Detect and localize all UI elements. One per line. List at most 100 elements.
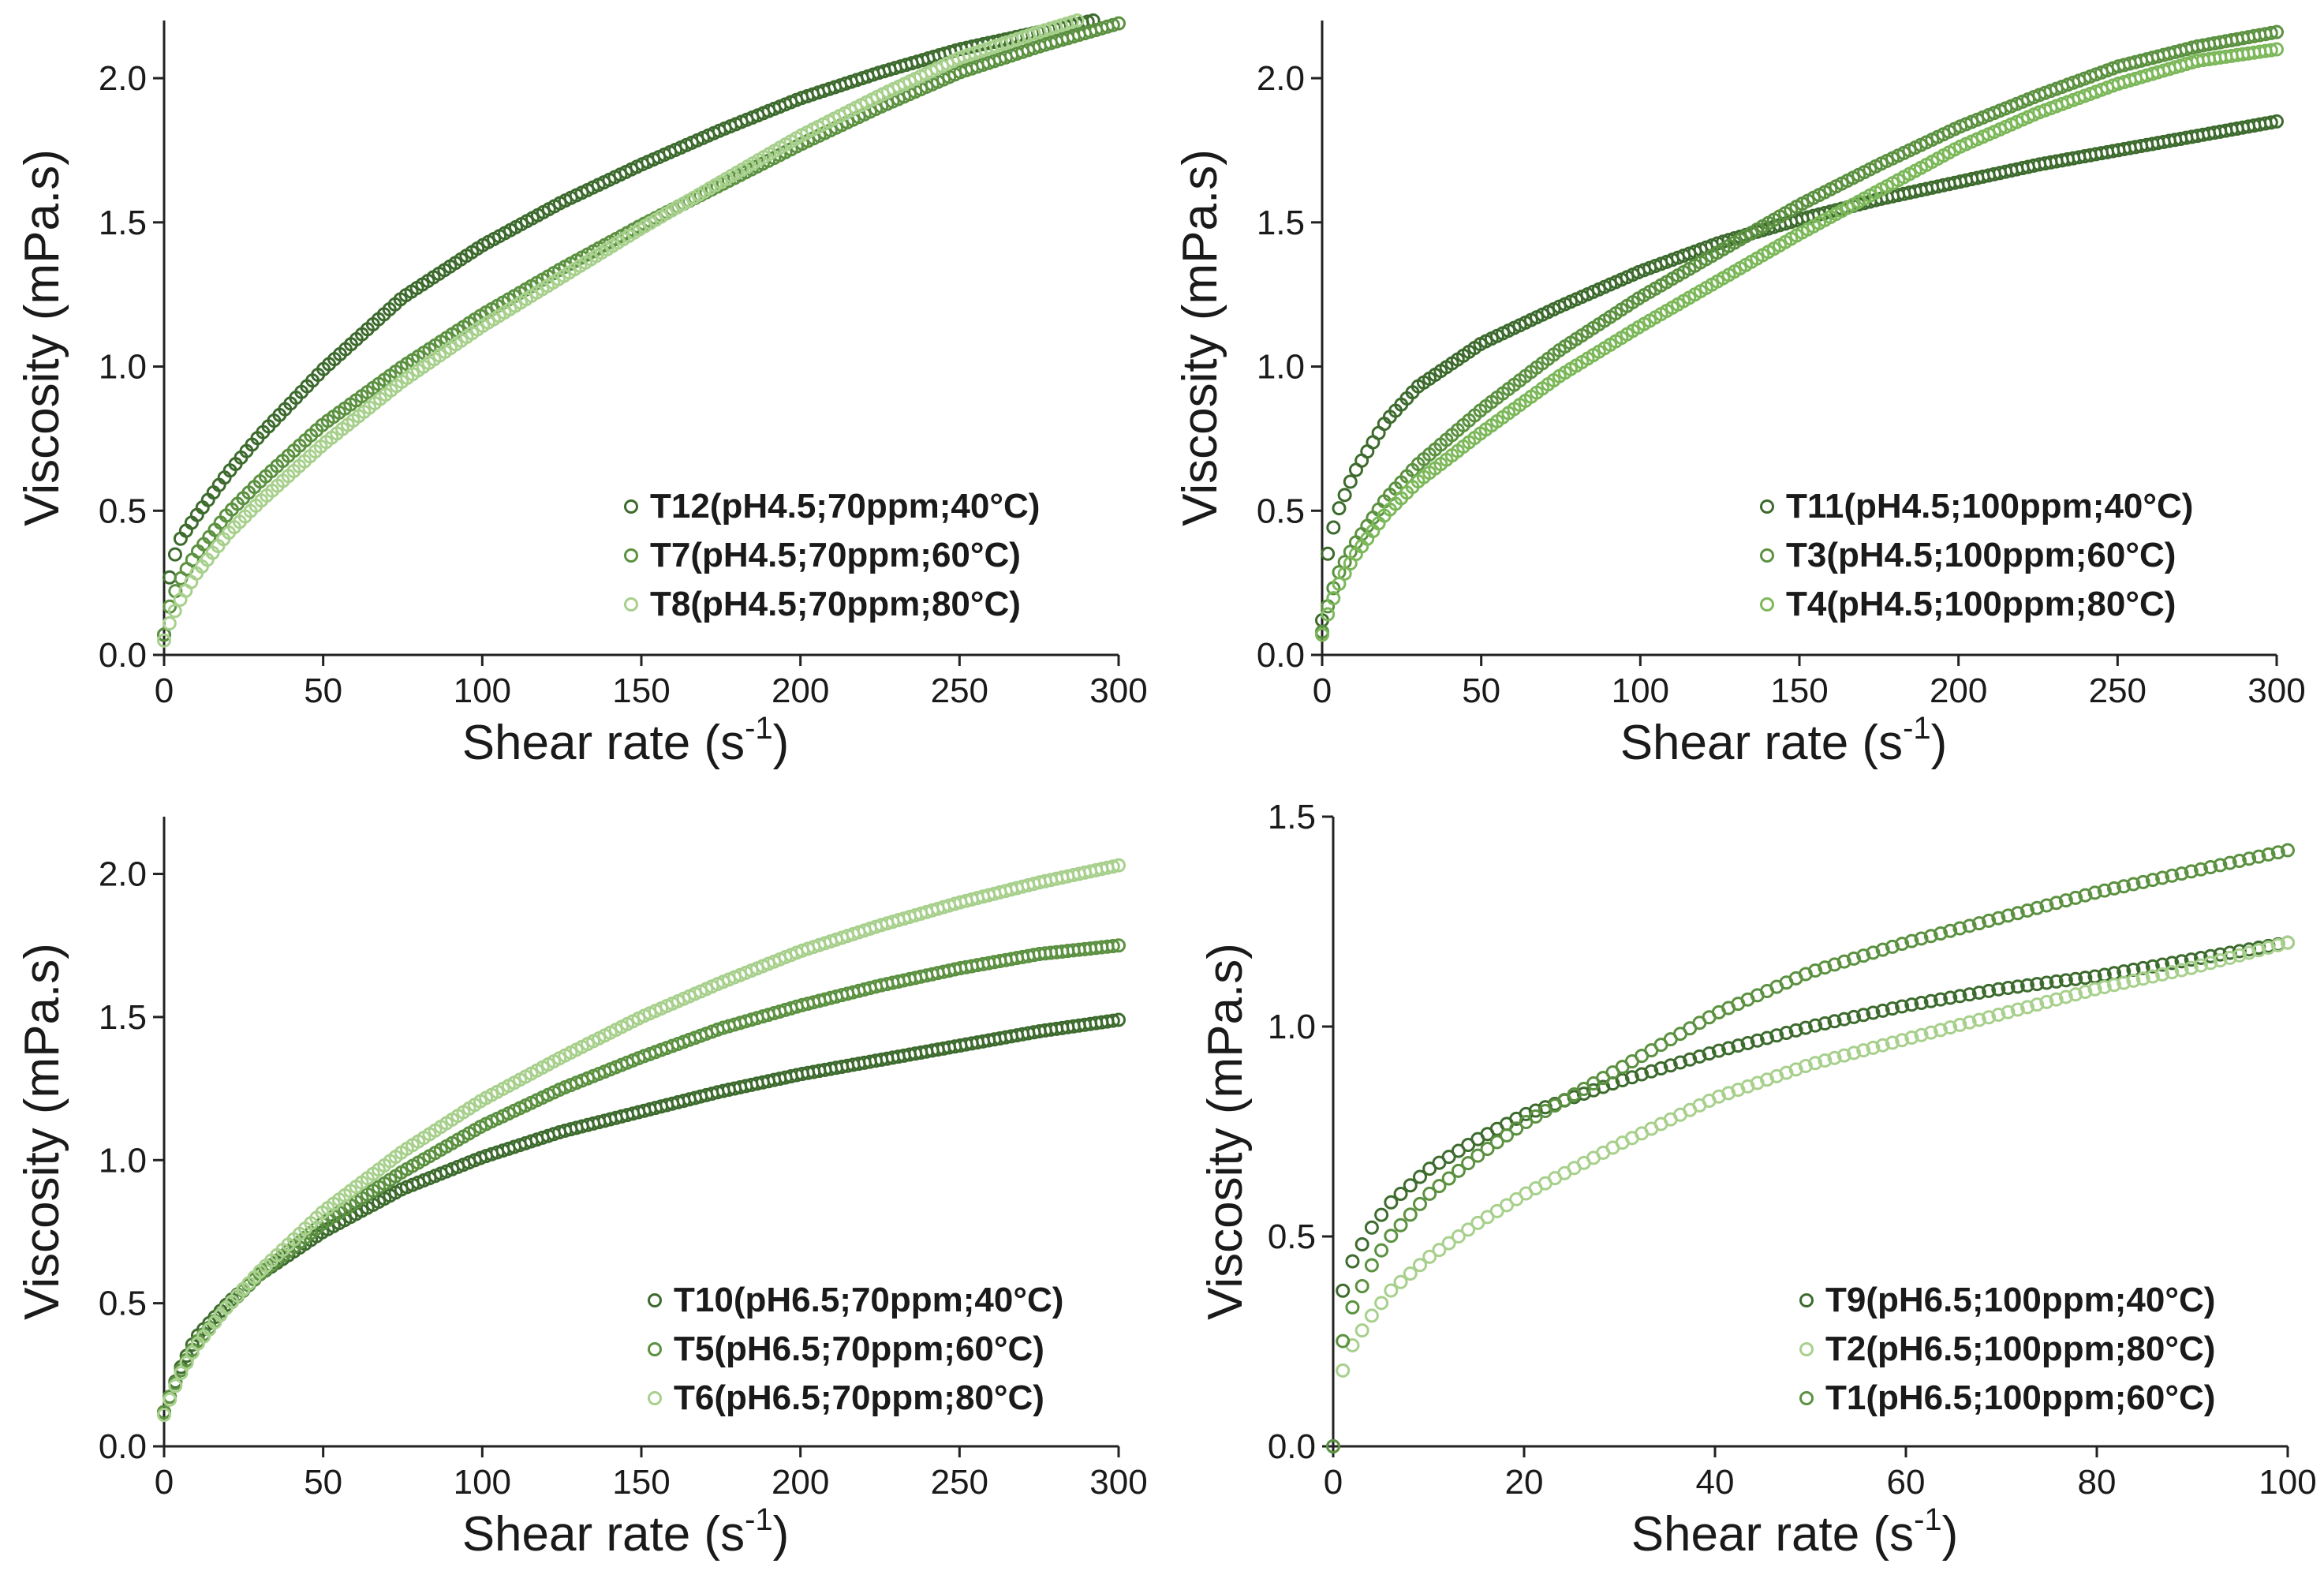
data-point (1971, 986, 1986, 1001)
data-point (1982, 983, 1997, 998)
series-T12(pH4.5;70ppm;40°C) (157, 13, 1100, 642)
x-tick-label: 200 (772, 1463, 829, 1502)
data-point (1904, 933, 1919, 948)
data-point (1384, 1229, 1399, 1244)
data-point (2107, 881, 2121, 896)
data-point (1509, 1121, 1524, 1136)
data-point (1952, 1017, 1967, 1032)
data-point (1112, 938, 1126, 953)
data-point (2010, 1002, 2025, 1017)
data-point (2135, 971, 2150, 986)
data-point (2001, 1004, 2016, 1019)
legend-label: T6(pH6.5;70ppm;80°C) (674, 1378, 1044, 1417)
data-point (1461, 1156, 1476, 1171)
legend-marker (648, 1293, 662, 1307)
x-tick-label: 100 (2259, 1463, 2316, 1502)
legend-label: T3(pH4.5;100ppm;60°C) (1786, 536, 2176, 574)
data-point (1895, 999, 1910, 1014)
legend-label: T4(pH4.5;100ppm;80°C) (1786, 585, 2176, 623)
y-tick-label: 0.0 (99, 636, 147, 675)
legend-marker (624, 548, 638, 563)
data-point (1413, 1169, 1427, 1184)
data-point (2261, 941, 2276, 956)
data-point (1847, 1045, 1861, 1060)
data-point (157, 627, 171, 642)
series-T4(pH4.5;100ppm;80°C) (1315, 42, 2284, 642)
data-point (1337, 566, 1352, 581)
data-point (1895, 1033, 1910, 1048)
series-T10(pH6.5;70ppm;40°C) (157, 1012, 1126, 1420)
data-point (2039, 975, 2054, 990)
data-point (1374, 1243, 1389, 1258)
data-point (1336, 1363, 1351, 1378)
data-point (1914, 995, 1929, 1010)
series-T5(pH6.5;70ppm;60°C) (157, 938, 1126, 1420)
data-point (1337, 488, 1352, 503)
data-point (1470, 1148, 1485, 1163)
data-point (1105, 859, 1120, 874)
data-point (1413, 1196, 1427, 1211)
legend-label: T2(pH6.5;100ppm;80°C) (1825, 1330, 2215, 1368)
x-tick-label: 0 (1324, 1463, 1343, 1502)
data-point (1461, 1222, 1476, 1237)
data-point (1943, 923, 1958, 938)
data-point (1345, 1300, 1360, 1315)
legend-label: T11(pH4.5;100ppm;40°C) (1786, 487, 2193, 526)
data-point (1336, 1334, 1351, 1348)
data-point (2155, 957, 2170, 972)
data-point (1923, 1025, 1938, 1040)
data-point (1818, 1016, 1833, 1031)
data-point (1384, 1283, 1399, 1298)
data-point (2001, 980, 2016, 995)
data-point (1393, 1218, 1408, 1233)
data-point (1962, 1015, 1977, 1030)
data-point (1866, 1040, 1881, 1055)
x-tick-label: 100 (1612, 671, 1669, 710)
data-point (1808, 1056, 1823, 1071)
data-point (1332, 576, 1347, 591)
legend-marker (1799, 1342, 1814, 1356)
data-point (2126, 973, 2141, 988)
data-point (1451, 1163, 1466, 1178)
data-point (1336, 1283, 1351, 1298)
y-tick-label: 1.5 (99, 998, 147, 1037)
data-point (1345, 1254, 1360, 1269)
data-point (2184, 960, 2199, 975)
data-point (2165, 868, 2180, 883)
data-point (2068, 971, 2083, 986)
data-point (1982, 1010, 1997, 1025)
x-axis-title: Shear rate (s-1) (1620, 711, 1948, 770)
data-point (2165, 956, 2180, 971)
data-point (1354, 1236, 1369, 1251)
panel-2: 0.0 0.5 1.0 1.5 2.0 0 50 100 150 200 250 300 Shear r… (1173, 21, 2306, 770)
data-point (2117, 975, 2132, 990)
data-point (1895, 937, 1910, 952)
data-point (1971, 916, 1986, 931)
y-tick-label: 2.0 (99, 59, 147, 98)
x-tick-label: 50 (1462, 671, 1500, 710)
y-tick-label: 0.5 (99, 1285, 147, 1323)
data-point (1934, 1023, 1948, 1038)
y-axis-title: Viscosity (mPa.s) (15, 149, 69, 526)
data-point (1451, 1229, 1466, 1244)
data-point (2068, 890, 2083, 905)
data-point (1384, 1195, 1399, 1210)
data-point (2068, 987, 2083, 1002)
data-point (2232, 853, 2247, 868)
y-tick-label: 0.5 (99, 492, 147, 530)
data-point (162, 616, 177, 631)
x-tick-label: 150 (1770, 671, 1828, 710)
data-point (1914, 1027, 1929, 1042)
x-tick-label: 60 (1887, 1463, 1926, 1502)
data-point (2261, 847, 2276, 862)
data-point (2251, 849, 2266, 864)
y-tick-label: 1.0 (99, 348, 147, 387)
y-tick-label: 0.0 (1268, 1427, 1316, 1466)
data-point (1364, 1258, 1379, 1273)
data-point (1885, 1035, 1900, 1050)
x-tick-label: 200 (1930, 671, 1987, 710)
legend-label: T1(pH6.5;100ppm;60°C) (1825, 1378, 2215, 1417)
data-point (2030, 977, 2045, 992)
data-point (162, 570, 177, 585)
data-point (167, 547, 182, 562)
